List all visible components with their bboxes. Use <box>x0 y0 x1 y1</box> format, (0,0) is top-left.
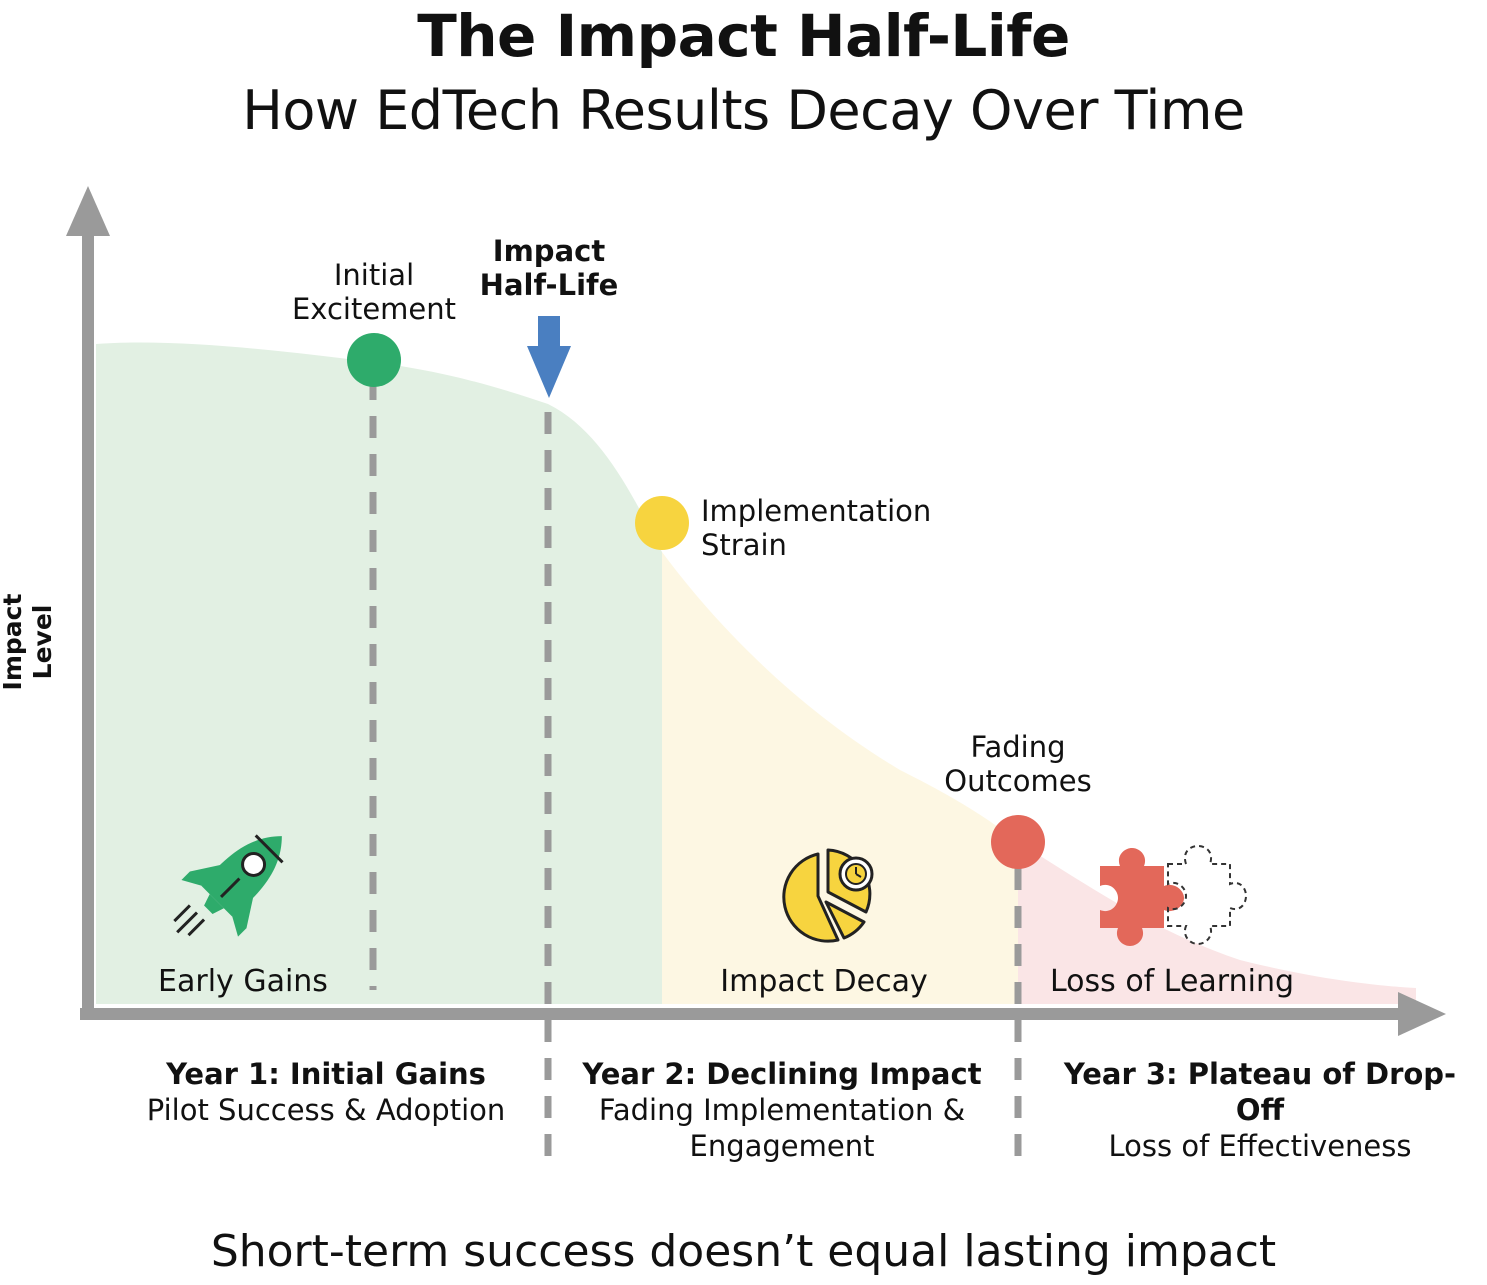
implementation-strain-line1: Implementation <box>701 494 932 528</box>
fading-outcomes-dot <box>991 815 1045 869</box>
y-axis-arrowhead <box>66 186 110 236</box>
puzzle-icon <box>1100 844 1248 946</box>
loss-of-learning-zone <box>1018 342 1416 1004</box>
half-life-line1: Impact <box>492 234 606 268</box>
year3-heading: Year 3: Plateau of Drop-Off <box>1063 1057 1457 1127</box>
initial-excitement-line2: Excitement <box>291 292 457 326</box>
rocket-icon <box>173 834 284 937</box>
impact-decay-label: Impact Decay <box>720 964 928 999</box>
year1-heading: Year 1: Initial Gains <box>166 1057 486 1091</box>
early-gains-label: Early Gains <box>158 964 328 999</box>
year3-caption: Year 3: Plateau of Drop-Off Loss of Effe… <box>1040 1056 1480 1164</box>
year2-line2: Engagement <box>689 1129 875 1163</box>
implementation-strain-line2: Strain <box>701 528 787 562</box>
half-life-arrow-icon <box>527 316 571 398</box>
implementation-strain-label: Implementation Strain <box>701 494 981 562</box>
page-title: The Impact Half-Life <box>417 2 1070 70</box>
half-life-label: Impact Half-Life <box>449 234 649 302</box>
loss-of-learning-label: Loss of Learning <box>1049 964 1295 999</box>
year2-line1: Fading Implementation & <box>598 1093 966 1127</box>
year1-line1: Pilot Success & Adoption <box>146 1093 506 1127</box>
page-subtitle: How EdTech Results Decay Over Time <box>242 79 1245 142</box>
x-axis-arrowhead <box>1398 992 1446 1036</box>
year2-heading: Year 2: Declining Impact <box>582 1057 982 1091</box>
fading-outcomes-line1: Fading <box>970 730 1066 764</box>
early-gains-zone <box>96 342 662 1004</box>
y-axis-label: Impact Level <box>0 593 57 691</box>
initial-excitement-dot <box>347 333 401 387</box>
implementation-strain-dot <box>635 496 689 550</box>
year2-caption: Year 2: Declining Impact Fading Implemen… <box>566 1056 998 1164</box>
initial-excitement-label: Initial Excitement <box>274 258 474 326</box>
year1-caption: Year 1: Initial Gains Pilot Success & Ad… <box>116 1056 536 1128</box>
year3-line1: Loss of Effectiveness <box>1108 1129 1412 1163</box>
impact-decay-zone <box>662 342 1018 1004</box>
initial-excitement-line1: Initial <box>333 258 415 292</box>
half-life-line2: Half-Life <box>479 268 619 302</box>
tagline: Short-term success doesn’t equal lasting… <box>210 1226 1277 1277</box>
pie-clock-icon <box>782 848 874 943</box>
fading-outcomes-line2: Outcomes <box>944 764 1092 798</box>
fading-outcomes-label: Fading Outcomes <box>910 730 1126 798</box>
